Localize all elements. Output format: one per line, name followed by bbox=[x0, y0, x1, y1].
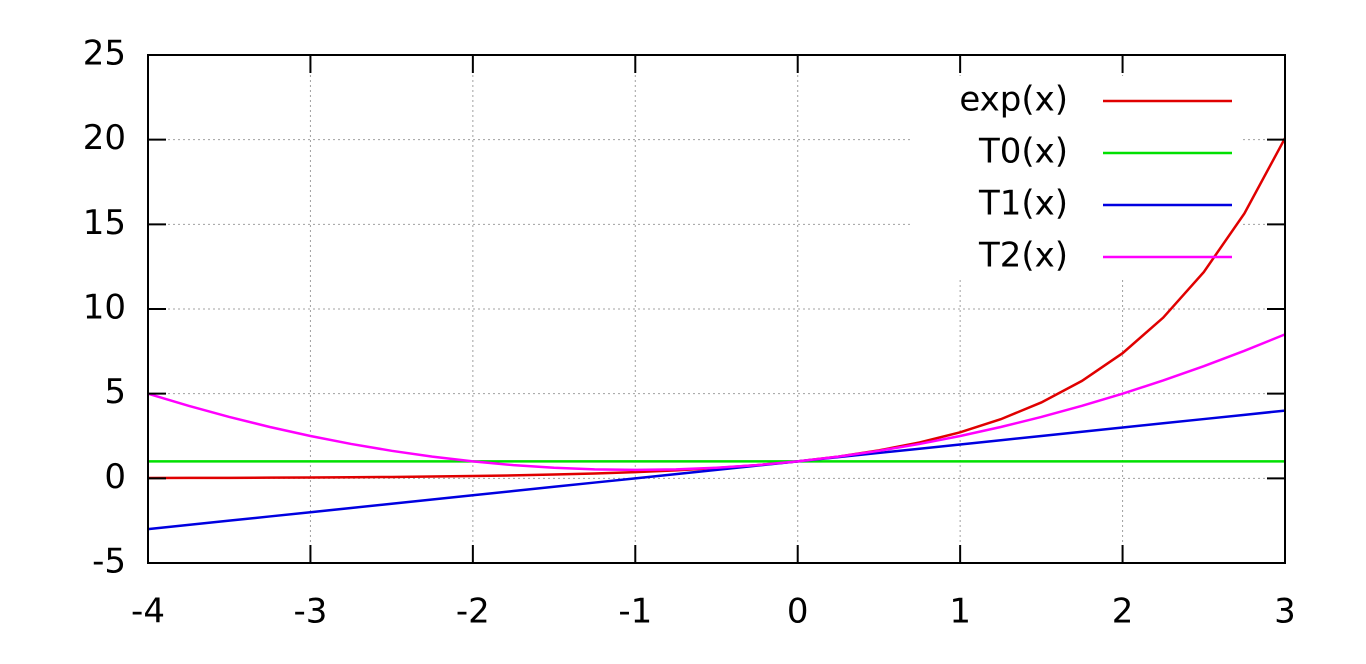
x-tick-label: -2 bbox=[456, 592, 490, 632]
y-tick-label: 5 bbox=[104, 372, 126, 412]
legend-label: T2(x) bbox=[978, 236, 1068, 276]
legend-background bbox=[912, 76, 1242, 278]
legend-label: exp(x) bbox=[959, 80, 1068, 120]
legend-label: T0(x) bbox=[978, 132, 1068, 172]
x-tick-label: 1 bbox=[949, 592, 971, 632]
line-series bbox=[147, 409, 1286, 531]
y-tick-label: 20 bbox=[83, 118, 126, 158]
line-series bbox=[147, 333, 1286, 472]
x-tick-label: -4 bbox=[131, 592, 165, 632]
x-tick-label: 2 bbox=[1112, 592, 1134, 632]
y-tick-label: 25 bbox=[83, 34, 126, 74]
y-tick-label: 15 bbox=[83, 203, 126, 243]
x-tick-label: 3 bbox=[1274, 592, 1296, 632]
y-tick-label: 10 bbox=[83, 288, 126, 328]
x-tick-label: 0 bbox=[787, 592, 809, 632]
x-tick-label: -3 bbox=[293, 592, 327, 632]
y-tick-label: -5 bbox=[92, 542, 126, 582]
y-tick-label: 0 bbox=[104, 457, 126, 497]
x-tick-label: -1 bbox=[618, 592, 652, 632]
legend-label: T1(x) bbox=[978, 184, 1068, 224]
plot bbox=[147, 137, 1287, 531]
